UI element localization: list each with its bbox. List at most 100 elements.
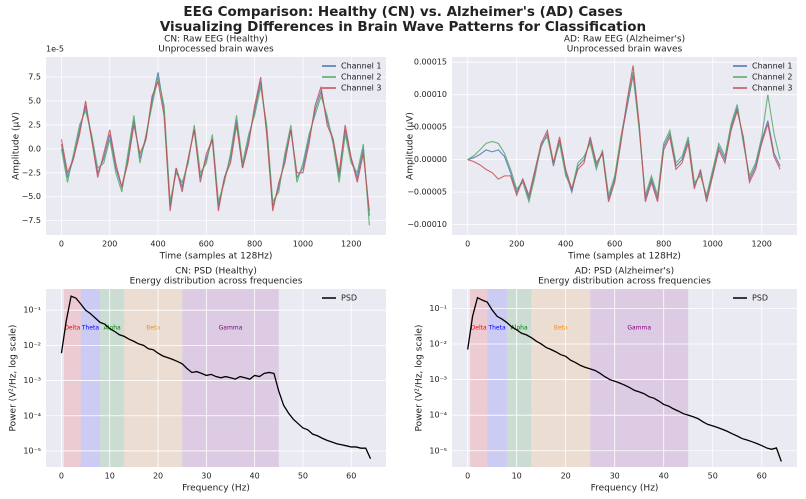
y-tick-label: 0.00015 (414, 58, 447, 67)
x-tick-label: 600 (199, 240, 214, 249)
legend-label: Channel 3 (341, 84, 381, 93)
x-tick-label: 30 (610, 472, 620, 481)
y-tick-label: 5.0 (28, 97, 41, 106)
x-tick-label: 0 (465, 240, 470, 249)
band-label: Gamma (219, 325, 243, 332)
x-tick-label: 60 (757, 472, 767, 481)
plot-area (452, 57, 797, 235)
series-line (60, 76, 370, 226)
legend-label: Channel 1 (752, 62, 792, 71)
chart-title: AD: Raw EEG (Alzheimer's) (564, 35, 685, 45)
x-tick-label: 600 (607, 240, 622, 249)
y-tick-label: 10⁻⁴ (23, 411, 41, 420)
figure-subtitle: Visualizing Differences in Brain Wave Pa… (160, 19, 646, 35)
y-tick-label: 7.5 (28, 73, 41, 82)
y-tick-label: 10⁻³ (429, 375, 447, 384)
x-tick-label: 1200 (752, 240, 772, 249)
y-tick-label: 10⁻¹ (23, 306, 41, 315)
band (487, 289, 507, 467)
x-axis-label: Frequency (Hz) (182, 484, 250, 494)
x-tick-label: 800 (656, 240, 671, 249)
chart-title: CN: Raw EEG (Healthy) (164, 35, 268, 45)
y-tick-label: 10⁻³ (23, 376, 41, 385)
plot-area (46, 289, 386, 467)
y-tick-label: 10⁻² (429, 339, 447, 348)
x-tick-label: 1200 (341, 240, 361, 249)
x-tick-label: 10 (105, 472, 115, 481)
x-tick-label: 50 (298, 472, 308, 481)
y-tick-label: 10⁻⁵ (429, 446, 447, 455)
band-label: Delta (471, 325, 487, 332)
y-axis-label: Power (V²/Hz, log scale) (415, 325, 425, 432)
y-tick-label: 0.00005 (414, 123, 447, 132)
y-tick-label: 10⁻² (23, 341, 41, 350)
y-tick-label: −5.0 (22, 192, 41, 201)
band-label: Alpha (511, 325, 528, 332)
legend-label: PSD (752, 294, 768, 303)
y-tick-label: 0.00000 (414, 155, 447, 164)
x-axis-label: Time (samples at 128Hz) (159, 252, 273, 262)
y-axis-label: Amplitude (µV) (12, 112, 22, 180)
band-label: Delta (64, 325, 80, 332)
legend-label: Channel 2 (341, 73, 381, 82)
y-axis-label: Amplitude (µV) (406, 112, 416, 180)
band-label: Gamma (627, 325, 651, 332)
legend-label: PSD (341, 294, 357, 303)
y-tick-label: −0.00005 (407, 188, 447, 197)
x-tick-label: 40 (659, 472, 669, 481)
x-axis-label: Time (samples at 128Hz) (567, 252, 681, 262)
band-label: Beta (146, 325, 160, 332)
band (531, 289, 591, 467)
x-tick-label: 20 (561, 472, 571, 481)
y-tick-label: 0.00010 (414, 90, 447, 99)
chart-subtitle: Energy distribution across frequencies (130, 277, 303, 287)
y-axis-label: Power (V²/Hz, log scale) (9, 325, 19, 432)
x-tick-label: 0 (59, 472, 64, 481)
y-tick-label: −7.5 (22, 216, 41, 225)
x-tick-label: 1000 (293, 240, 313, 249)
band-label: Alpha (104, 325, 121, 332)
legend-label: Channel 2 (752, 73, 792, 82)
band (124, 289, 183, 467)
figure-title: EEG Comparison: Healthy (CN) vs. Alzheim… (183, 4, 622, 20)
y-tick-label: 0.0 (28, 144, 41, 153)
y-tick-label: 10⁻¹ (429, 304, 447, 313)
band (506, 289, 532, 467)
plot-area (46, 57, 386, 235)
x-tick-label: 30 (201, 472, 211, 481)
x-tick-label: 40 (250, 472, 260, 481)
y-tick-label: −2.5 (22, 168, 41, 177)
band-label: Beta (554, 325, 568, 332)
x-tick-label: 200 (102, 240, 117, 249)
y-tick-label: 10⁻⁴ (429, 411, 447, 420)
chart-subtitle: Unprocessed brain waves (158, 45, 274, 55)
x-tick-label: 400 (558, 240, 573, 249)
x-tick-label: 1000 (703, 240, 723, 249)
y-tick-label: 10⁻⁵ (23, 446, 41, 455)
band (470, 289, 488, 467)
x-tick-label: 800 (247, 240, 262, 249)
series-line (60, 295, 372, 460)
chart-subtitle: Energy distribution across frequencies (538, 277, 711, 287)
x-tick-label: 400 (150, 240, 165, 249)
band (100, 289, 125, 467)
series-line (60, 76, 370, 212)
series-line (467, 65, 781, 203)
band-label: Theta (487, 325, 506, 332)
x-tick-label: 20 (153, 472, 163, 481)
chart-title: AD: PSD (Alzheimer's) (575, 267, 674, 277)
y-tick-label: −0.00010 (407, 220, 447, 229)
chart-title: CN: PSD (Healthy) (175, 267, 257, 277)
x-tick-label: 200 (509, 240, 524, 249)
x-tick-label: 10 (512, 472, 522, 481)
x-tick-label: 0 (465, 472, 470, 481)
legend-label: Channel 1 (341, 62, 381, 71)
series-line (467, 296, 782, 462)
x-tick-label: 60 (346, 472, 356, 481)
offset-label: 1e-5 (46, 45, 64, 54)
x-tick-label: 50 (708, 472, 718, 481)
x-tick-label: 0 (59, 240, 64, 249)
legend-label: Channel 3 (752, 84, 792, 93)
x-axis-label: Frequency (Hz) (591, 484, 659, 494)
